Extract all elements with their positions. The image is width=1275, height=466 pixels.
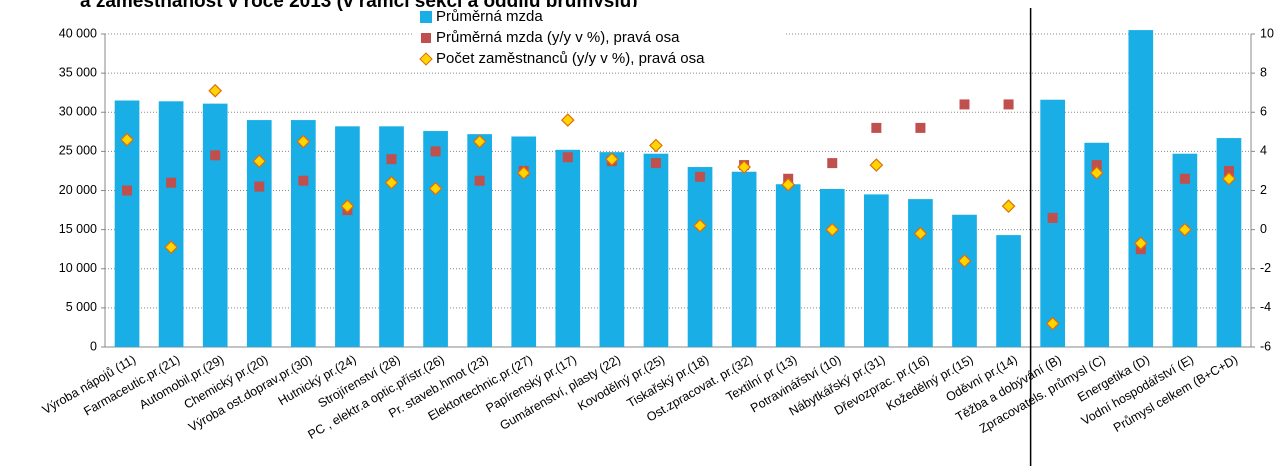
y2-tick-label: -6	[1260, 339, 1271, 353]
marker-square	[1179, 173, 1190, 184]
marker-square	[1047, 212, 1058, 223]
marker-square	[474, 175, 485, 186]
y2-tick-label: 6	[1260, 105, 1267, 119]
marker-diamond	[428, 181, 443, 196]
marker-diamond	[957, 254, 972, 268]
y2-tick-label: 2	[1260, 183, 1267, 197]
marker-square	[871, 122, 882, 133]
marker-diamond	[340, 199, 355, 213]
marker-square	[1003, 99, 1014, 110]
marker-square	[122, 185, 133, 196]
bar	[643, 153, 669, 347]
bar	[775, 184, 801, 347]
legend-bg	[414, 28, 784, 49]
bar	[731, 171, 757, 347]
legend-bg	[414, 49, 784, 70]
bar	[952, 214, 977, 347]
marker-diamond	[737, 160, 751, 174]
bar	[467, 134, 492, 347]
marker-square	[298, 175, 309, 186]
marker-diamond	[384, 175, 399, 190]
legend-bg	[414, 7, 784, 28]
marker-diamond	[605, 152, 619, 167]
bar	[1040, 99, 1065, 347]
marker-diamond	[869, 158, 884, 172]
marker-square	[1091, 160, 1102, 171]
y-tick-label: 40 000	[59, 26, 97, 40]
bar	[291, 120, 316, 347]
marker-diamond	[252, 154, 267, 169]
bar	[1172, 153, 1198, 347]
bar	[246, 120, 272, 347]
y-tick-label: 15 000	[59, 222, 97, 236]
marker-diamond	[516, 166, 531, 180]
legend-label: Počet zaměstnanců (y/y v %), pravá osa	[436, 50, 705, 67]
marker-square	[254, 181, 265, 192]
bar	[555, 149, 581, 347]
marker-square	[650, 158, 661, 169]
marker-diamond	[1001, 199, 1016, 213]
legend-swatch	[419, 52, 433, 66]
marker-diamond	[1089, 166, 1104, 180]
bar	[908, 199, 933, 347]
marker-diamond	[1222, 171, 1236, 186]
bar	[158, 101, 184, 347]
y-tick-label: 25 000	[59, 144, 97, 158]
marker-diamond	[781, 177, 796, 192]
marker-diamond	[472, 134, 487, 149]
bar	[996, 235, 1021, 347]
y-tick-label: 5 000	[66, 300, 97, 314]
bar	[819, 188, 845, 347]
y2-tick-label: 4	[1260, 144, 1267, 158]
y-tick-label: 10 000	[59, 261, 97, 275]
y2-tick-label: 10	[1260, 26, 1274, 40]
marker-diamond	[208, 83, 223, 98]
bar	[202, 103, 228, 347]
bar	[1128, 30, 1154, 348]
marker-diamond	[1178, 222, 1192, 237]
marker-diamond	[164, 240, 178, 255]
marker-diamond	[1045, 316, 1060, 331]
marker-square	[210, 150, 221, 161]
bar	[687, 167, 713, 347]
bar	[423, 131, 448, 347]
marker-square	[915, 122, 926, 133]
marker-diamond	[825, 222, 840, 237]
marker-square	[1223, 165, 1234, 176]
legend-swatch	[420, 11, 432, 23]
marker-diamond	[693, 218, 707, 233]
marker-diamond	[560, 113, 575, 127]
y2-tick-label: -4	[1260, 300, 1271, 314]
marker-diamond	[296, 134, 311, 149]
marker-diamond	[649, 138, 663, 153]
marker-square	[827, 158, 838, 169]
y2-tick-label: 8	[1260, 65, 1267, 79]
marker-square	[562, 152, 573, 163]
legend-label: Průměrná mzda	[436, 8, 543, 25]
bar	[335, 126, 360, 348]
y-tick-label: 35 000	[59, 65, 97, 79]
marker-diamond	[913, 226, 928, 241]
marker-diamond	[1133, 236, 1148, 251]
legend-swatch	[421, 33, 431, 43]
marker-square	[430, 146, 441, 157]
marker-square	[959, 99, 970, 110]
y-tick-label: 20 000	[59, 183, 97, 197]
marker-diamond	[120, 132, 134, 147]
marker-square	[695, 171, 706, 182]
legend-label: Průměrná mzda (y/y v %), pravá osa	[436, 29, 680, 46]
y-tick-label: 30 000	[59, 105, 97, 119]
y2-tick-label: -2	[1260, 261, 1271, 275]
bar	[599, 152, 625, 347]
marker-square	[166, 177, 177, 188]
y2-tick-label: 0	[1260, 222, 1267, 236]
bar	[864, 194, 889, 347]
marker-square	[386, 154, 397, 165]
y-tick-label: 0	[90, 339, 97, 353]
